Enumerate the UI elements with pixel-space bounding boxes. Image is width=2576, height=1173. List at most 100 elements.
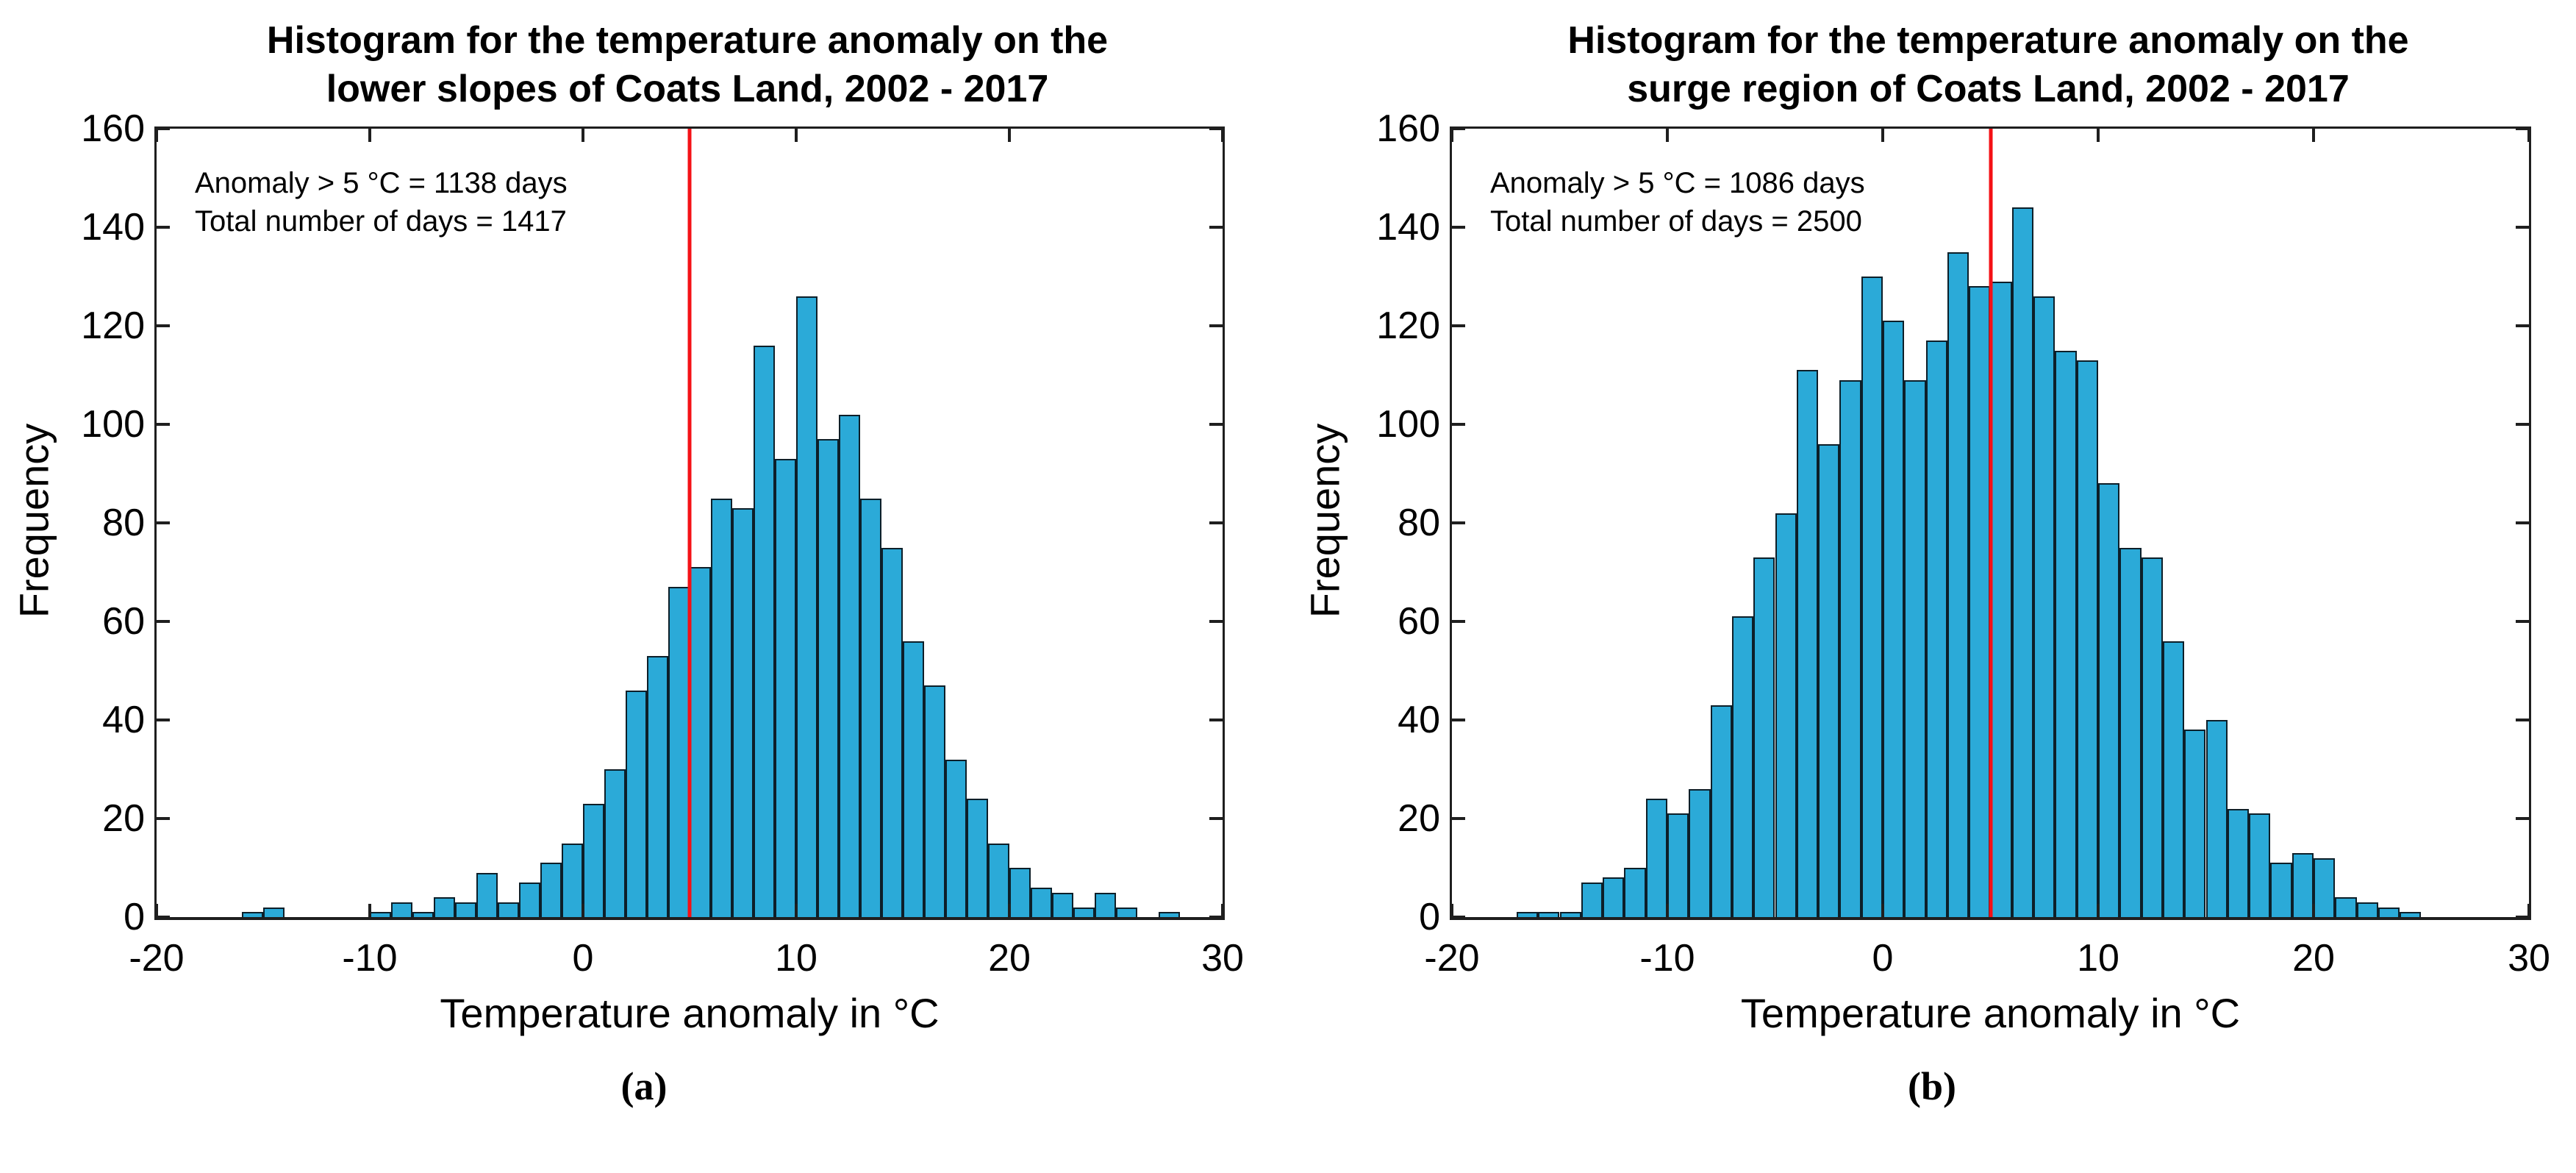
x-tick bbox=[368, 129, 371, 142]
subfigure-caption-b: (b) bbox=[1908, 1064, 1956, 1108]
y-tick-label: 140 bbox=[81, 206, 145, 249]
histogram-bar bbox=[2119, 547, 2142, 917]
y-tick bbox=[2516, 719, 2529, 721]
y-tick bbox=[1452, 817, 1465, 820]
plot-area-a: Anomaly > 5 °C = 1138 days Total number … bbox=[81, 107, 1244, 1036]
histogram-bar bbox=[434, 897, 455, 917]
x-tick bbox=[2312, 904, 2315, 917]
annotation-a-line1: Anomaly > 5 °C = 1138 days bbox=[195, 167, 568, 199]
x-axis-label-a: Temperature anomaly in °C bbox=[440, 990, 940, 1036]
histogram-bar bbox=[1095, 892, 1116, 917]
histogram-bar bbox=[860, 498, 881, 917]
x-tick bbox=[582, 904, 584, 917]
x-tick bbox=[2527, 129, 2530, 142]
histogram-bar bbox=[775, 458, 796, 917]
y-tick bbox=[2516, 324, 2529, 327]
x-tick bbox=[2312, 129, 2315, 142]
y-tick bbox=[2516, 817, 2529, 820]
histogram-bar bbox=[583, 803, 604, 917]
x-tick-label: 20 bbox=[2292, 937, 2335, 980]
y-tick bbox=[2516, 521, 2529, 524]
histogram-bar bbox=[1073, 907, 1095, 917]
y-tick-label: 100 bbox=[1376, 403, 1440, 446]
histogram-bar bbox=[1818, 443, 1840, 917]
panel-a: Histogram for the temperature anomaly on… bbox=[10, 19, 1244, 1108]
histogram-bar bbox=[519, 883, 540, 917]
histogram-bar bbox=[1052, 892, 1073, 917]
histogram-bar bbox=[1559, 912, 1581, 917]
x-tick-label: 10 bbox=[775, 937, 817, 980]
y-tick-label: 20 bbox=[1398, 797, 1440, 840]
histogram-bar bbox=[2098, 483, 2120, 917]
x-tick bbox=[1666, 904, 1669, 917]
histogram-bar bbox=[370, 912, 391, 917]
histogram-bar bbox=[1904, 379, 1926, 917]
x-tick bbox=[582, 129, 584, 142]
y-tick bbox=[157, 521, 170, 524]
histogram-bar bbox=[412, 912, 434, 917]
histogram-bar bbox=[796, 296, 817, 917]
histogram-bar bbox=[1710, 705, 1732, 917]
histogram-bar bbox=[540, 863, 562, 917]
x-tick bbox=[1881, 904, 1884, 917]
histogram-bar bbox=[391, 902, 412, 917]
histogram-bar bbox=[2356, 902, 2378, 917]
y-tick-label: 160 bbox=[1376, 107, 1440, 150]
threshold-line bbox=[1989, 129, 1992, 917]
histogram-bar bbox=[2335, 897, 2357, 917]
histogram-bar bbox=[2011, 207, 2034, 917]
y-tick-label: 60 bbox=[1398, 600, 1440, 643]
x-tick-label: 10 bbox=[2077, 937, 2119, 980]
histogram-bar bbox=[242, 912, 263, 917]
y-tick bbox=[1209, 127, 1223, 130]
histogram-bar bbox=[2291, 852, 2314, 917]
annotation-b-line2: Total number of days = 2500 bbox=[1490, 205, 1862, 238]
y-tick-label: 80 bbox=[102, 502, 145, 544]
y-tick bbox=[1452, 719, 1465, 721]
histogram-bar bbox=[1861, 277, 1883, 917]
histogram-bar bbox=[711, 498, 732, 917]
histogram-bar bbox=[2162, 641, 2185, 917]
y-tick-label: 40 bbox=[1398, 699, 1440, 741]
y-tick-label: 40 bbox=[102, 699, 145, 741]
y-tick-label: 20 bbox=[102, 797, 145, 840]
histogram-bar bbox=[604, 769, 626, 917]
histogram-bar bbox=[967, 799, 988, 917]
y-tick-label: 0 bbox=[124, 896, 145, 938]
chart-title-a-line2: lower slopes of Coats Land, 2002 - 2017 bbox=[326, 68, 1049, 110]
histogram-bar bbox=[1667, 813, 1689, 917]
histogram-bar bbox=[1731, 616, 1754, 917]
histogram-bar bbox=[988, 843, 1009, 917]
y-tick bbox=[1452, 521, 1465, 524]
y-tick-label: 0 bbox=[1419, 896, 1440, 938]
annotation-b: Anomaly > 5 °C = 1086 days Total number … bbox=[1490, 164, 1865, 240]
x-tick bbox=[2097, 904, 2100, 917]
histogram-bar bbox=[2033, 296, 2056, 917]
y-tick-label: 160 bbox=[81, 107, 145, 150]
histogram-bar bbox=[839, 414, 860, 917]
histogram-bar bbox=[1581, 883, 1603, 917]
y-tick bbox=[1209, 620, 1223, 623]
x-tick-label: 30 bbox=[1201, 937, 1244, 980]
x-tick bbox=[795, 129, 798, 142]
x-tick bbox=[1666, 129, 1669, 142]
y-tick bbox=[1452, 423, 1465, 426]
y-tick bbox=[2516, 423, 2529, 426]
histogram-bar bbox=[2400, 912, 2422, 917]
chart-title-b-line1: Histogram for the temperature anomaly on… bbox=[1567, 19, 2409, 62]
x-tick bbox=[795, 904, 798, 917]
histogram-bar bbox=[1031, 887, 1052, 917]
histogram-bar bbox=[562, 843, 583, 917]
x-tick bbox=[1221, 129, 1224, 142]
plot-area-b: Anomaly > 5 °C = 1086 days Total number … bbox=[1376, 107, 2550, 1036]
histogram-bar bbox=[903, 641, 924, 917]
y-tick bbox=[1452, 324, 1465, 327]
histogram-bar bbox=[2378, 907, 2400, 917]
y-axis-label-a: Frequency bbox=[10, 423, 57, 618]
y-tick-label: 60 bbox=[102, 600, 145, 643]
y-tick bbox=[2516, 127, 2529, 130]
y-tick bbox=[1209, 916, 1223, 919]
y-tick bbox=[1452, 127, 1465, 130]
y-tick bbox=[1209, 423, 1223, 426]
